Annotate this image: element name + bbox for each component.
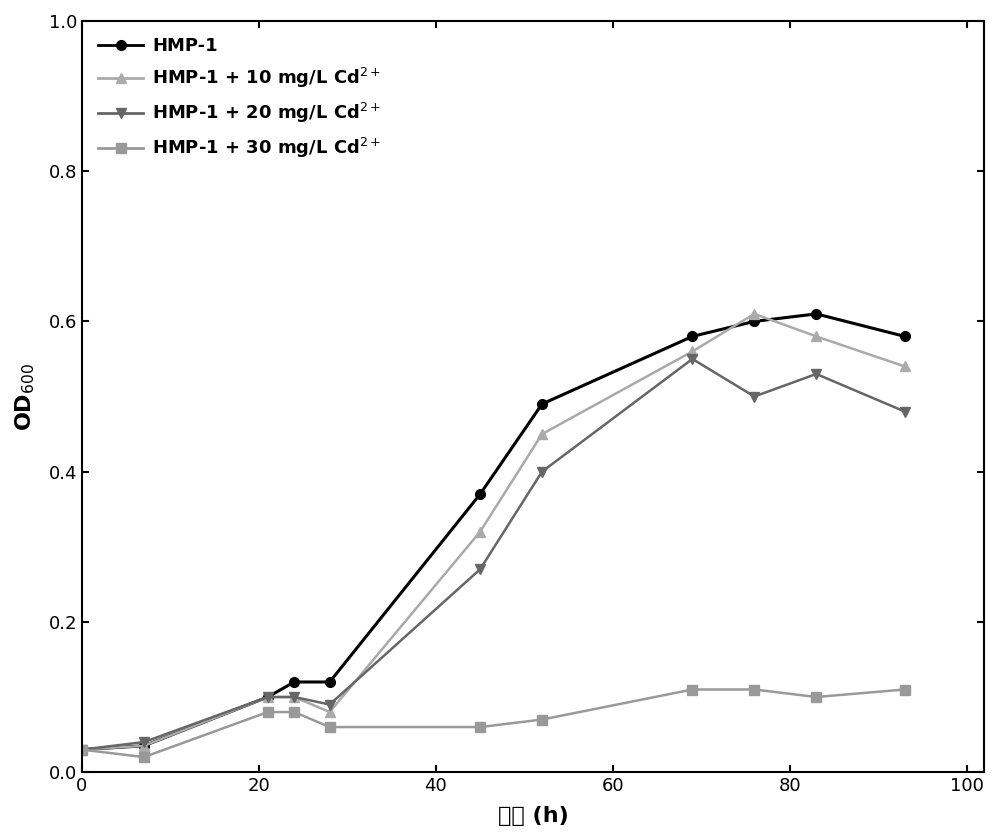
HMP-1 + 20 mg/L Cd$^{2+}$ [324,700,336,710]
HMP-1 + 30 mg/L Cd$^{2+}$ [138,752,150,762]
HMP-1 + 10 mg/L Cd$^{2+}$ [324,707,336,717]
HMP-1 [748,317,760,327]
HMP-1 + 30 mg/L Cd$^{2+}$ [288,707,300,717]
HMP-1 + 30 mg/L Cd$^{2+}$ [748,685,760,695]
HMP-1 [686,331,698,341]
HMP-1 [138,741,150,751]
HMP-1 + 30 mg/L Cd$^{2+}$ [262,707,274,717]
HMP-1 + 10 mg/L Cd$^{2+}$ [138,741,150,751]
HMP-1 + 20 mg/L Cd$^{2+}$ [474,564,486,575]
HMP-1 [76,744,88,754]
X-axis label: 时间 (h): 时间 (h) [498,806,569,826]
HMP-1 [262,692,274,702]
HMP-1 + 30 mg/L Cd$^{2+}$ [686,685,698,695]
HMP-1 + 30 mg/L Cd$^{2+}$ [899,685,911,695]
HMP-1 + 10 mg/L Cd$^{2+}$ [536,429,548,439]
Y-axis label: OD$_{600}$: OD$_{600}$ [14,362,37,431]
Legend: HMP-1, HMP-1 + 10 mg/L Cd$^{2+}$, HMP-1 + 20 mg/L Cd$^{2+}$, HMP-1 + 30 mg/L Cd$: HMP-1, HMP-1 + 10 mg/L Cd$^{2+}$, HMP-1 … [91,30,389,167]
HMP-1 + 10 mg/L Cd$^{2+}$ [474,527,486,537]
HMP-1 + 30 mg/L Cd$^{2+}$ [324,722,336,732]
HMP-1 + 30 mg/L Cd$^{2+}$ [810,692,822,702]
HMP-1 + 30 mg/L Cd$^{2+}$ [76,744,88,754]
HMP-1 [288,677,300,687]
Line: HMP-1 + 10 mg/L Cd$^{2+}$: HMP-1 + 10 mg/L Cd$^{2+}$ [77,309,910,754]
HMP-1 + 10 mg/L Cd$^{2+}$ [748,309,760,319]
HMP-1 + 20 mg/L Cd$^{2+}$ [76,744,88,754]
HMP-1 [324,677,336,687]
HMP-1 + 30 mg/L Cd$^{2+}$ [536,715,548,725]
HMP-1 + 20 mg/L Cd$^{2+}$ [748,391,760,402]
HMP-1 + 20 mg/L Cd$^{2+}$ [686,354,698,364]
HMP-1 + 20 mg/L Cd$^{2+}$ [899,407,911,417]
HMP-1 + 10 mg/L Cd$^{2+}$ [262,692,274,702]
HMP-1 + 30 mg/L Cd$^{2+}$ [474,722,486,732]
HMP-1 [810,309,822,319]
HMP-1 + 10 mg/L Cd$^{2+}$ [288,692,300,702]
HMP-1 + 20 mg/L Cd$^{2+}$ [536,466,548,476]
Line: HMP-1 + 30 mg/L Cd$^{2+}$: HMP-1 + 30 mg/L Cd$^{2+}$ [77,685,910,762]
HMP-1 + 20 mg/L Cd$^{2+}$ [288,692,300,702]
HMP-1 + 20 mg/L Cd$^{2+}$ [262,692,274,702]
HMP-1 [536,399,548,409]
HMP-1 + 20 mg/L Cd$^{2+}$ [138,737,150,747]
HMP-1 [474,489,486,499]
Line: HMP-1 + 20 mg/L Cd$^{2+}$: HMP-1 + 20 mg/L Cd$^{2+}$ [77,354,910,754]
HMP-1 + 10 mg/L Cd$^{2+}$ [810,331,822,341]
HMP-1 + 20 mg/L Cd$^{2+}$ [810,369,822,379]
HMP-1 + 10 mg/L Cd$^{2+}$ [686,346,698,356]
HMP-1 [899,331,911,341]
Line: HMP-1: HMP-1 [77,309,910,754]
HMP-1 + 10 mg/L Cd$^{2+}$ [76,744,88,754]
HMP-1 + 10 mg/L Cd$^{2+}$ [899,361,911,371]
